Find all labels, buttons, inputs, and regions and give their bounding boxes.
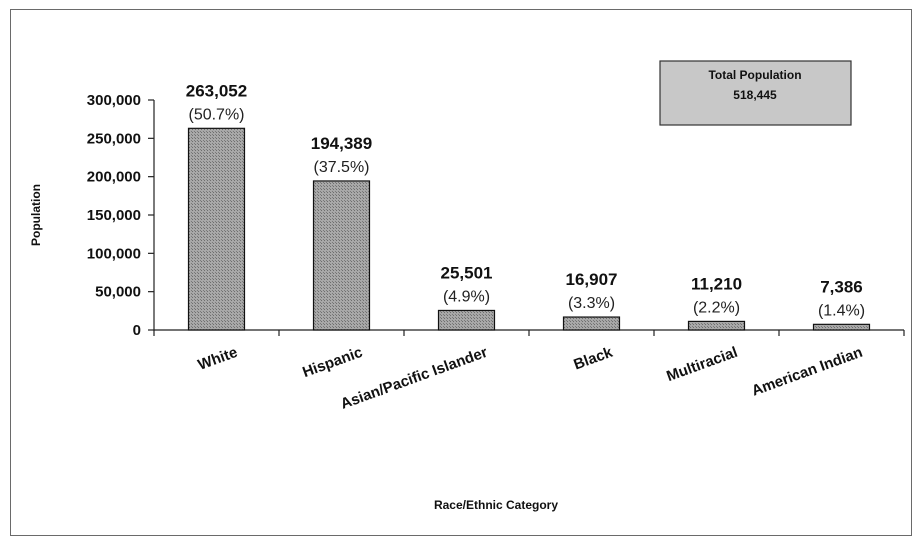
total-population-title: Total Population <box>708 68 801 82</box>
total-population-box: Total Population 518,445 <box>659 60 852 126</box>
bar-value-label: 16,907 <box>566 270 618 289</box>
x-tick-label: Hispanic <box>300 344 365 381</box>
bar <box>437 309 496 331</box>
total-population-value: 518,445 <box>733 88 777 102</box>
bar-percent-label: (3.3%) <box>568 295 615 312</box>
y-tick-label: 300,000 <box>87 92 141 109</box>
bar-value-label: 263,052 <box>186 81 247 100</box>
y-tick-label: 50,000 <box>95 284 141 301</box>
bar-value-label: 7,386 <box>820 277 863 296</box>
x-axis-title: Race/Ethnic Category <box>434 498 558 512</box>
y-tick-label: 100,000 <box>87 245 141 262</box>
bar-value-label: 25,501 <box>441 263 493 282</box>
x-tick-label: Multiracial <box>664 344 740 385</box>
y-axis-title: Population <box>29 184 43 246</box>
bar <box>687 320 746 331</box>
bar <box>562 316 621 331</box>
bar-percent-label: (4.9%) <box>443 288 490 305</box>
bar <box>187 127 246 331</box>
bar-percent-label: (2.2%) <box>693 299 740 316</box>
x-tick-label: White <box>196 344 240 374</box>
y-tick-label: 250,000 <box>87 130 141 147</box>
bar-percent-label: (50.7%) <box>188 106 244 123</box>
y-tick-label: 0 <box>133 322 141 339</box>
bar-percent-label: (1.4%) <box>818 302 865 319</box>
y-tick-label: 200,000 <box>87 169 141 186</box>
bar-value-label: 11,210 <box>691 274 742 293</box>
bar-value-label: 194,389 <box>311 134 372 153</box>
y-tick-label: 150,000 <box>87 207 141 224</box>
x-tick-label: American Indian <box>749 344 864 400</box>
x-tick-label: Black <box>571 344 615 374</box>
bar-percent-label: (37.5%) <box>313 159 369 176</box>
bar <box>312 180 371 331</box>
bar <box>812 323 871 331</box>
